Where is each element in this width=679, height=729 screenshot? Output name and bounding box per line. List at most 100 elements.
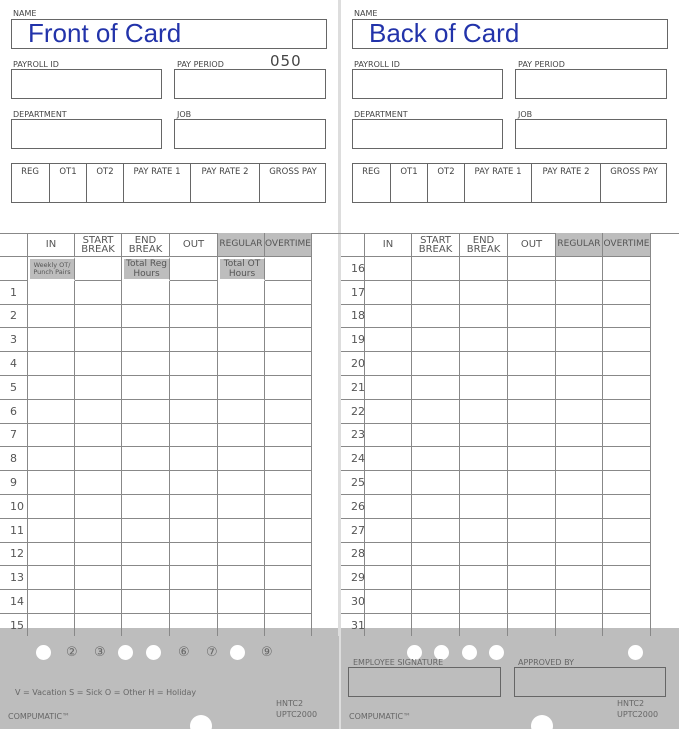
row-number: 30 [341, 590, 365, 614]
time-cell [122, 447, 170, 472]
column-header: OVERTIME [265, 233, 312, 257]
punch-hole [489, 645, 504, 660]
time-cell [75, 352, 122, 376]
time-cell [412, 280, 460, 305]
time-cell [412, 423, 460, 448]
punch-hole [118, 645, 133, 660]
row-number: 28 [341, 542, 365, 567]
time-cell [28, 280, 75, 305]
time-cell [218, 280, 265, 305]
time-cell [412, 518, 460, 543]
time-cell [218, 423, 265, 448]
row-number: 11 [0, 518, 28, 543]
time-cell [412, 399, 460, 424]
time-cell [265, 471, 312, 495]
time-cell [412, 257, 460, 281]
time-cell [218, 447, 265, 472]
time-cell [170, 590, 218, 614]
payroll-label: PAYROLL ID [13, 60, 59, 69]
time-cell [122, 614, 170, 638]
time-cell [460, 328, 508, 353]
time-cell [75, 542, 122, 567]
time-cell [508, 328, 556, 353]
period-box [515, 69, 667, 99]
notch [190, 715, 212, 729]
time-cell [460, 304, 508, 329]
pay-field: PAY RATE 2 [532, 163, 601, 203]
time-cell [170, 376, 218, 400]
time-cell [365, 447, 412, 472]
time-cell [265, 280, 312, 305]
time-cell [170, 399, 218, 424]
pay-field: GROSS PAY [269, 167, 317, 177]
row-number: 8 [0, 447, 28, 472]
time-cell [412, 542, 460, 567]
time-cell [265, 399, 312, 424]
pay-box [352, 163, 667, 203]
time-cell [603, 447, 651, 472]
time-cell [603, 542, 651, 567]
hole-number: ⑨ [261, 645, 273, 660]
time-cell [460, 447, 508, 472]
time-cell [365, 495, 412, 519]
time-cell [556, 518, 603, 543]
subheader-cell [170, 257, 218, 281]
name-box [11, 19, 327, 49]
time-cell [508, 423, 556, 448]
period-label: PAY PERIOD [518, 60, 565, 69]
row-number: 3 [0, 328, 28, 353]
time-cell [170, 542, 218, 567]
time-cell [556, 280, 603, 305]
time-cell [556, 566, 603, 591]
time-cell [218, 614, 265, 638]
time-cell [218, 542, 265, 567]
time-cell [556, 471, 603, 495]
time-cell [508, 614, 556, 638]
row-number: 7 [0, 423, 28, 448]
pay-field: PAY RATE 2 [191, 163, 260, 203]
table-top-line [0, 233, 679, 234]
row-number-cell [0, 257, 28, 281]
hole-number: ③ [94, 645, 106, 660]
card-number: 050 [270, 52, 302, 70]
hole-number: ⑦ [206, 645, 218, 660]
time-cell [28, 376, 75, 400]
time-cell [508, 471, 556, 495]
pay-field: OT1 [391, 163, 428, 203]
time-cell [460, 518, 508, 543]
column-header: END BREAK [122, 233, 170, 257]
row-number: 9 [0, 471, 28, 495]
model: HNTC2 [276, 699, 304, 708]
time-cell [28, 352, 75, 376]
time-cell [460, 471, 508, 495]
time-cell [265, 352, 312, 376]
punch-hole [407, 645, 422, 660]
column-header: IN [28, 233, 75, 257]
row-number: 5 [0, 376, 28, 400]
time-cell [508, 257, 556, 281]
time-cell [218, 328, 265, 353]
pay-field: PAY RATE 1 [124, 163, 191, 203]
time-cell [365, 542, 412, 567]
time-cell [170, 423, 218, 448]
pay-field: REG [11, 163, 50, 203]
time-cell [412, 352, 460, 376]
time-cell [28, 423, 75, 448]
time-cell [603, 471, 651, 495]
time-cell [28, 590, 75, 614]
time-cell [218, 495, 265, 519]
time-cell [603, 495, 651, 519]
hole-number: ② [66, 645, 78, 660]
time-cell [122, 542, 170, 567]
subheader-cell [265, 257, 312, 281]
time-cell [365, 352, 412, 376]
time-cell [603, 257, 651, 281]
hole-number: ⑥ [178, 645, 190, 660]
time-cell [265, 518, 312, 543]
department-box [352, 119, 503, 149]
row-number: 31 [341, 614, 365, 638]
time-cell [170, 471, 218, 495]
time-cell [460, 614, 508, 638]
time-cell [170, 518, 218, 543]
